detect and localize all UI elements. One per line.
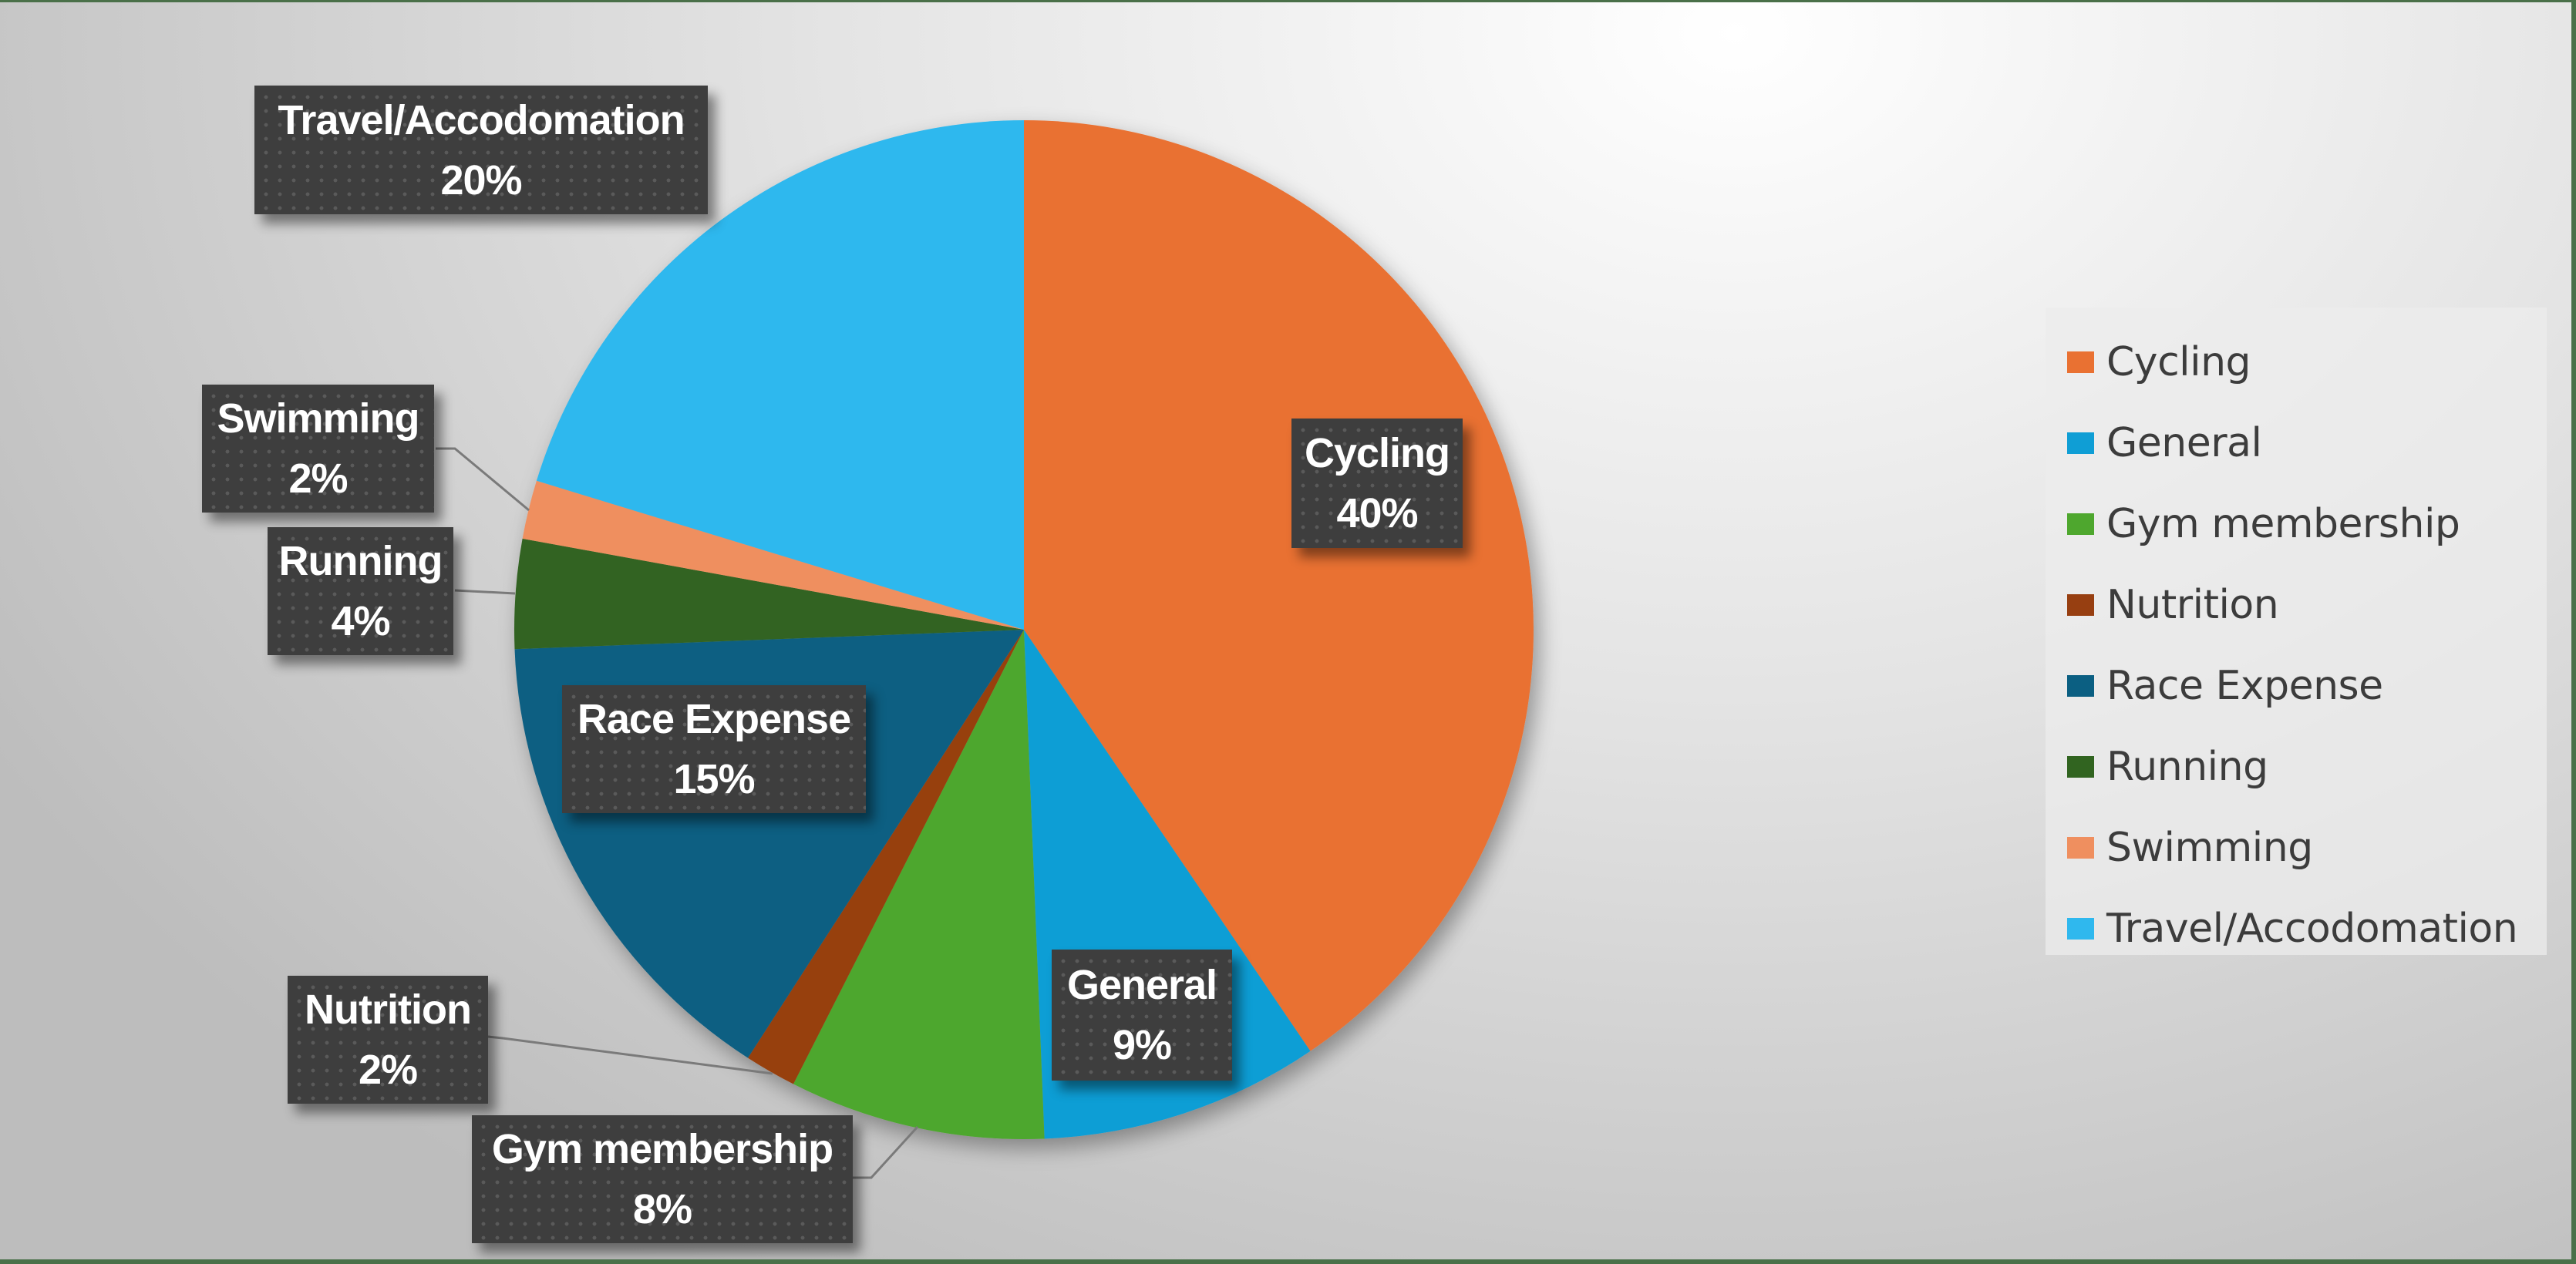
data-label-name: General [1066, 962, 1217, 1008]
data-label-name: Gym membership [491, 1126, 833, 1172]
legend-label: Running [2106, 743, 2268, 790]
legend-swatch-icon [2067, 593, 2094, 616]
data-label-running: Running 4% [268, 527, 453, 655]
leader-line-gym [853, 1125, 919, 1179]
pie-slice-travel-accodomation [536, 120, 1024, 630]
leader-lines [436, 447, 919, 1179]
chart-legend: Cycling General Gym membership Nutrition… [2046, 308, 2547, 955]
leader-line-nutrition [487, 1035, 773, 1075]
data-label-name: Nutrition [305, 987, 472, 1033]
legend-label: Swimming [2106, 824, 2313, 871]
legend-swatch-icon [2067, 513, 2094, 535]
legend-label: General [2106, 419, 2262, 466]
leader-line-running [454, 589, 516, 595]
pie-slices [514, 120, 1534, 1140]
legend-item-swimming: Swimming [2067, 807, 2547, 888]
legend-swatch-icon [2067, 917, 2094, 940]
data-label-percent: 8% [632, 1186, 692, 1232]
data-label-race-expense: Race Expense 15% [562, 685, 866, 813]
data-label-percent: 20% [440, 156, 522, 203]
pie-slice-cycling [1024, 120, 1534, 1051]
data-label-percent: 15% [673, 756, 755, 802]
data-label-percent: 40% [1336, 490, 1418, 536]
legend-swatch-icon [2067, 755, 2094, 778]
data-label-travel: Travel/Accodomation 20% [254, 86, 708, 214]
pie-slice-swimming [522, 480, 1024, 630]
legend-item-nutrition: Nutrition [2067, 564, 2547, 645]
data-label-nutrition: Nutrition 2% [288, 976, 488, 1104]
legend-swatch-icon [2067, 674, 2094, 697]
legend-label: Travel/Accodomation [2106, 905, 2518, 952]
legend-swatch-icon [2067, 836, 2094, 859]
data-label-name: Swimming [217, 395, 419, 442]
data-label-percent: 2% [358, 1047, 418, 1093]
data-label-name: Cycling [1304, 430, 1450, 476]
data-label-percent: 2% [288, 456, 348, 502]
legend-item-travel-accodomation: Travel/Accodomation [2067, 888, 2547, 969]
data-label-name: Race Expense [577, 696, 851, 742]
legend-swatch-icon [2067, 432, 2094, 454]
data-label-percent: 9% [1112, 1022, 1172, 1068]
pie-slice-nutrition [748, 630, 1024, 1084]
data-label-name: Travel/Accodomation [278, 96, 685, 143]
pie-slice-running [514, 538, 1024, 650]
legend-swatch-icon [2067, 351, 2094, 373]
legend-item-general: General [2067, 402, 2547, 483]
data-label-gym-membership: Gym membership 8% [472, 1115, 853, 1243]
data-label-general: General 9% [1052, 950, 1232, 1081]
legend-label: Gym membership [2106, 500, 2460, 547]
leader-line-swimming [436, 447, 530, 512]
data-label-swimming: Swimming 2% [202, 385, 434, 513]
data-label-name: Running [278, 538, 443, 584]
pie-slice-gym-membership [793, 630, 1045, 1140]
data-label-cycling: Cycling 40% [1291, 419, 1463, 548]
legend-item-race-expense: Race Expense [2067, 645, 2547, 726]
data-label-percent: 4% [331, 598, 390, 644]
legend-label: Race Expense [2106, 662, 2383, 709]
legend-label: Nutrition [2106, 581, 2279, 628]
legend-item-cycling: Cycling [2067, 321, 2547, 402]
legend-item-running: Running [2067, 726, 2547, 807]
legend-label: Cycling [2106, 338, 2251, 385]
legend-item-gym-membership: Gym membership [2067, 483, 2547, 564]
